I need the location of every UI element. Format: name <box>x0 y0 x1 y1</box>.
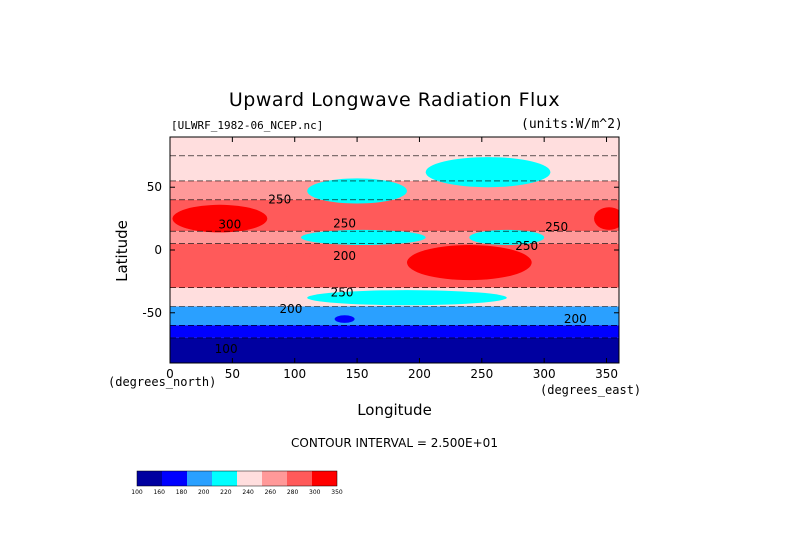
y-tick-label-1: 0 <box>154 243 162 257</box>
chart-title: Upward Longwave Radiation Flux <box>228 89 561 111</box>
heatmap-band-7 <box>170 306 619 326</box>
heatmap-band-0 <box>170 137 619 156</box>
x-tick-label-4: 200 <box>408 367 431 381</box>
contour-label-7: 200 <box>564 312 587 326</box>
heatmap-feature-1 <box>594 207 619 230</box>
contour-label-2: 250 <box>333 216 356 230</box>
y-tick-label-0: 50 <box>147 180 162 194</box>
x-tick-label-7: 350 <box>595 367 618 381</box>
y-units-label: (degrees_north) <box>108 375 217 389</box>
heatmap-feature-4 <box>300 229 426 245</box>
x-tick-label-0: 0 <box>166 367 174 381</box>
contour-layer: 250 300 250 200 250 200 250 200 100 250 <box>170 155 619 356</box>
contour-label-5: 200 <box>280 302 303 316</box>
colorbar-level-3: 200 <box>198 489 210 496</box>
heatmap-feature-9 <box>307 290 507 306</box>
contour-interval-label: CONTOUR INTERVAL = 2.500E+01 <box>291 436 498 450</box>
colorbar-swatch-3 <box>212 471 237 486</box>
colorbar-level-7: 280 <box>287 489 299 496</box>
colorbar-frame <box>136 470 338 487</box>
plot-area <box>170 137 619 363</box>
x-tick-label-5: 250 <box>470 367 493 381</box>
colorbar-swatch-5 <box>262 471 287 486</box>
x-axis-label: Longitude <box>357 401 432 419</box>
contour-label-1: 300 <box>218 218 241 232</box>
colorbar-level-4: 220 <box>220 489 232 496</box>
units-label: (units:W/m^2) <box>521 117 623 132</box>
colorbar-level-1: 160 <box>153 489 165 496</box>
colorbar-swatch-7 <box>312 471 337 486</box>
contour-label-6: 250 <box>545 220 568 234</box>
colorbar-swatch-0 <box>137 471 162 486</box>
y-tick-label-2: -50 <box>142 306 162 320</box>
dataset-label: [ULWRF_1982-06_NCEP.nc] <box>171 119 324 132</box>
colorbar: 100 160 180 200 220 240 260 280 300 350 <box>131 470 343 496</box>
x-tick-label-1: 50 <box>225 367 240 381</box>
heatmap-feature-0 <box>172 204 268 233</box>
axis-ticks: 0 50 100 150 200 250 300 350 50 0 -50 <box>142 137 619 381</box>
x-tick-label-3: 150 <box>346 367 369 381</box>
colorbar-level-8: 300 <box>309 489 321 496</box>
heatmap-feature-6 <box>406 244 532 281</box>
contour-label-3: 200 <box>333 249 356 263</box>
colorbar-level-9: 350 <box>331 489 343 496</box>
colorbar-swatch-2 <box>187 471 212 486</box>
heatmap-feature-2 <box>307 178 407 204</box>
heatmap-feature-8 <box>334 315 355 323</box>
heatmap-feature-7 <box>176 244 314 281</box>
contour-label-8: 100 <box>215 342 238 356</box>
contour-label-9: 250 <box>515 239 538 253</box>
colorbar-swatch-6 <box>287 471 312 486</box>
heatmap-feature-3 <box>425 157 551 188</box>
contour-label-4: 250 <box>331 285 354 299</box>
colorbar-swatch-1 <box>162 471 187 486</box>
colorbar-level-0: 100 <box>131 489 143 496</box>
x-tick-label-2: 100 <box>283 367 306 381</box>
contour-label-0: 250 <box>268 193 291 207</box>
heatmap-band-1 <box>170 155 619 181</box>
colorbar-level-5: 240 <box>242 489 254 496</box>
heatmap-feature-5 <box>469 229 545 245</box>
x-tick-label-6: 300 <box>533 367 556 381</box>
colorbar-level-6: 260 <box>265 489 277 496</box>
x-units-label: (degrees_east) <box>540 383 642 397</box>
heatmap-band-8 <box>170 325 619 338</box>
colorbar-level-2: 180 <box>176 489 188 496</box>
colorbar-swatch-4 <box>237 471 262 486</box>
